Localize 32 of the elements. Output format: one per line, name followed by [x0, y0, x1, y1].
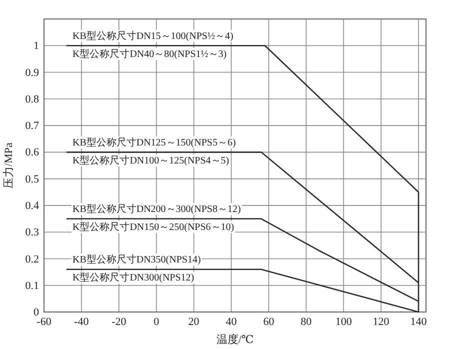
y-tick-label: 0.8 [25, 93, 40, 106]
annotation: K型公称尺寸DN300(NPS12) [72, 272, 194, 284]
y-tick-label: 0.4 [25, 200, 40, 212]
annotation: KB型公称尺寸DN350(NPS14) [72, 254, 201, 266]
annotation: K型公称尺寸DN100～125(NPS4～5) [72, 154, 230, 166]
y-tick-label: 0.5 [25, 173, 40, 186]
y-tick-label: 0.1 [25, 280, 39, 292]
x-tick-label: -20 [112, 316, 127, 328]
x-tick-label: 120 [372, 316, 390, 328]
x-tick-label: 20 [188, 316, 200, 328]
x-tick-label: 0 [154, 316, 160, 328]
x-tick-label: 40 [226, 316, 238, 328]
y-axis-title: 压力/MPa [2, 142, 15, 188]
y-tick-label: 0.2 [25, 253, 39, 266]
y-tick-label: 0.6 [25, 146, 40, 159]
y-tick-label: 0 [34, 306, 40, 319]
annotation: K型公称尺寸DN40～80(NPS1½～3) [72, 48, 227, 60]
y-tick-label: 0.9 [25, 66, 40, 79]
x-axis-title: 温度/℃ [216, 333, 254, 346]
y-tick-label: 0.7 [25, 120, 40, 132]
x-tick-label: -40 [74, 316, 90, 328]
x-tick-label: 100 [335, 316, 352, 328]
x-tick-label: 80 [300, 316, 312, 328]
y-tick-label: 1 [34, 40, 39, 52]
y-tick-label: 0.3 [25, 226, 40, 239]
annotation: KB型公称尺寸DN125～150(NPS5～6) [72, 136, 236, 148]
x-tick-label: 60 [263, 316, 275, 328]
annotation: K型公称尺寸DN150～250(NPS6～10) [72, 221, 234, 234]
annotation: KB型公称尺寸DN15～100(NPS½～4) [72, 30, 234, 42]
x-tick-label: 140 [410, 316, 428, 328]
annotation: KB型公称尺寸DN200～300(NPS8～12) [72, 203, 241, 216]
x-tick-label: -60 [36, 316, 52, 328]
